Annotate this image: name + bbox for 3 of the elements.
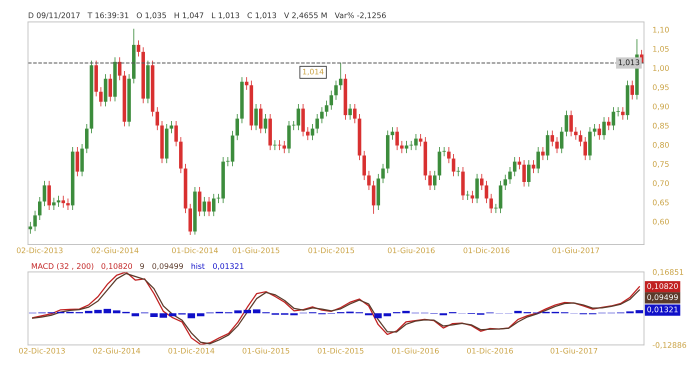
candlestick: [278, 140, 282, 151]
candlestick: [273, 140, 277, 151]
candlestick: [466, 190, 470, 200]
